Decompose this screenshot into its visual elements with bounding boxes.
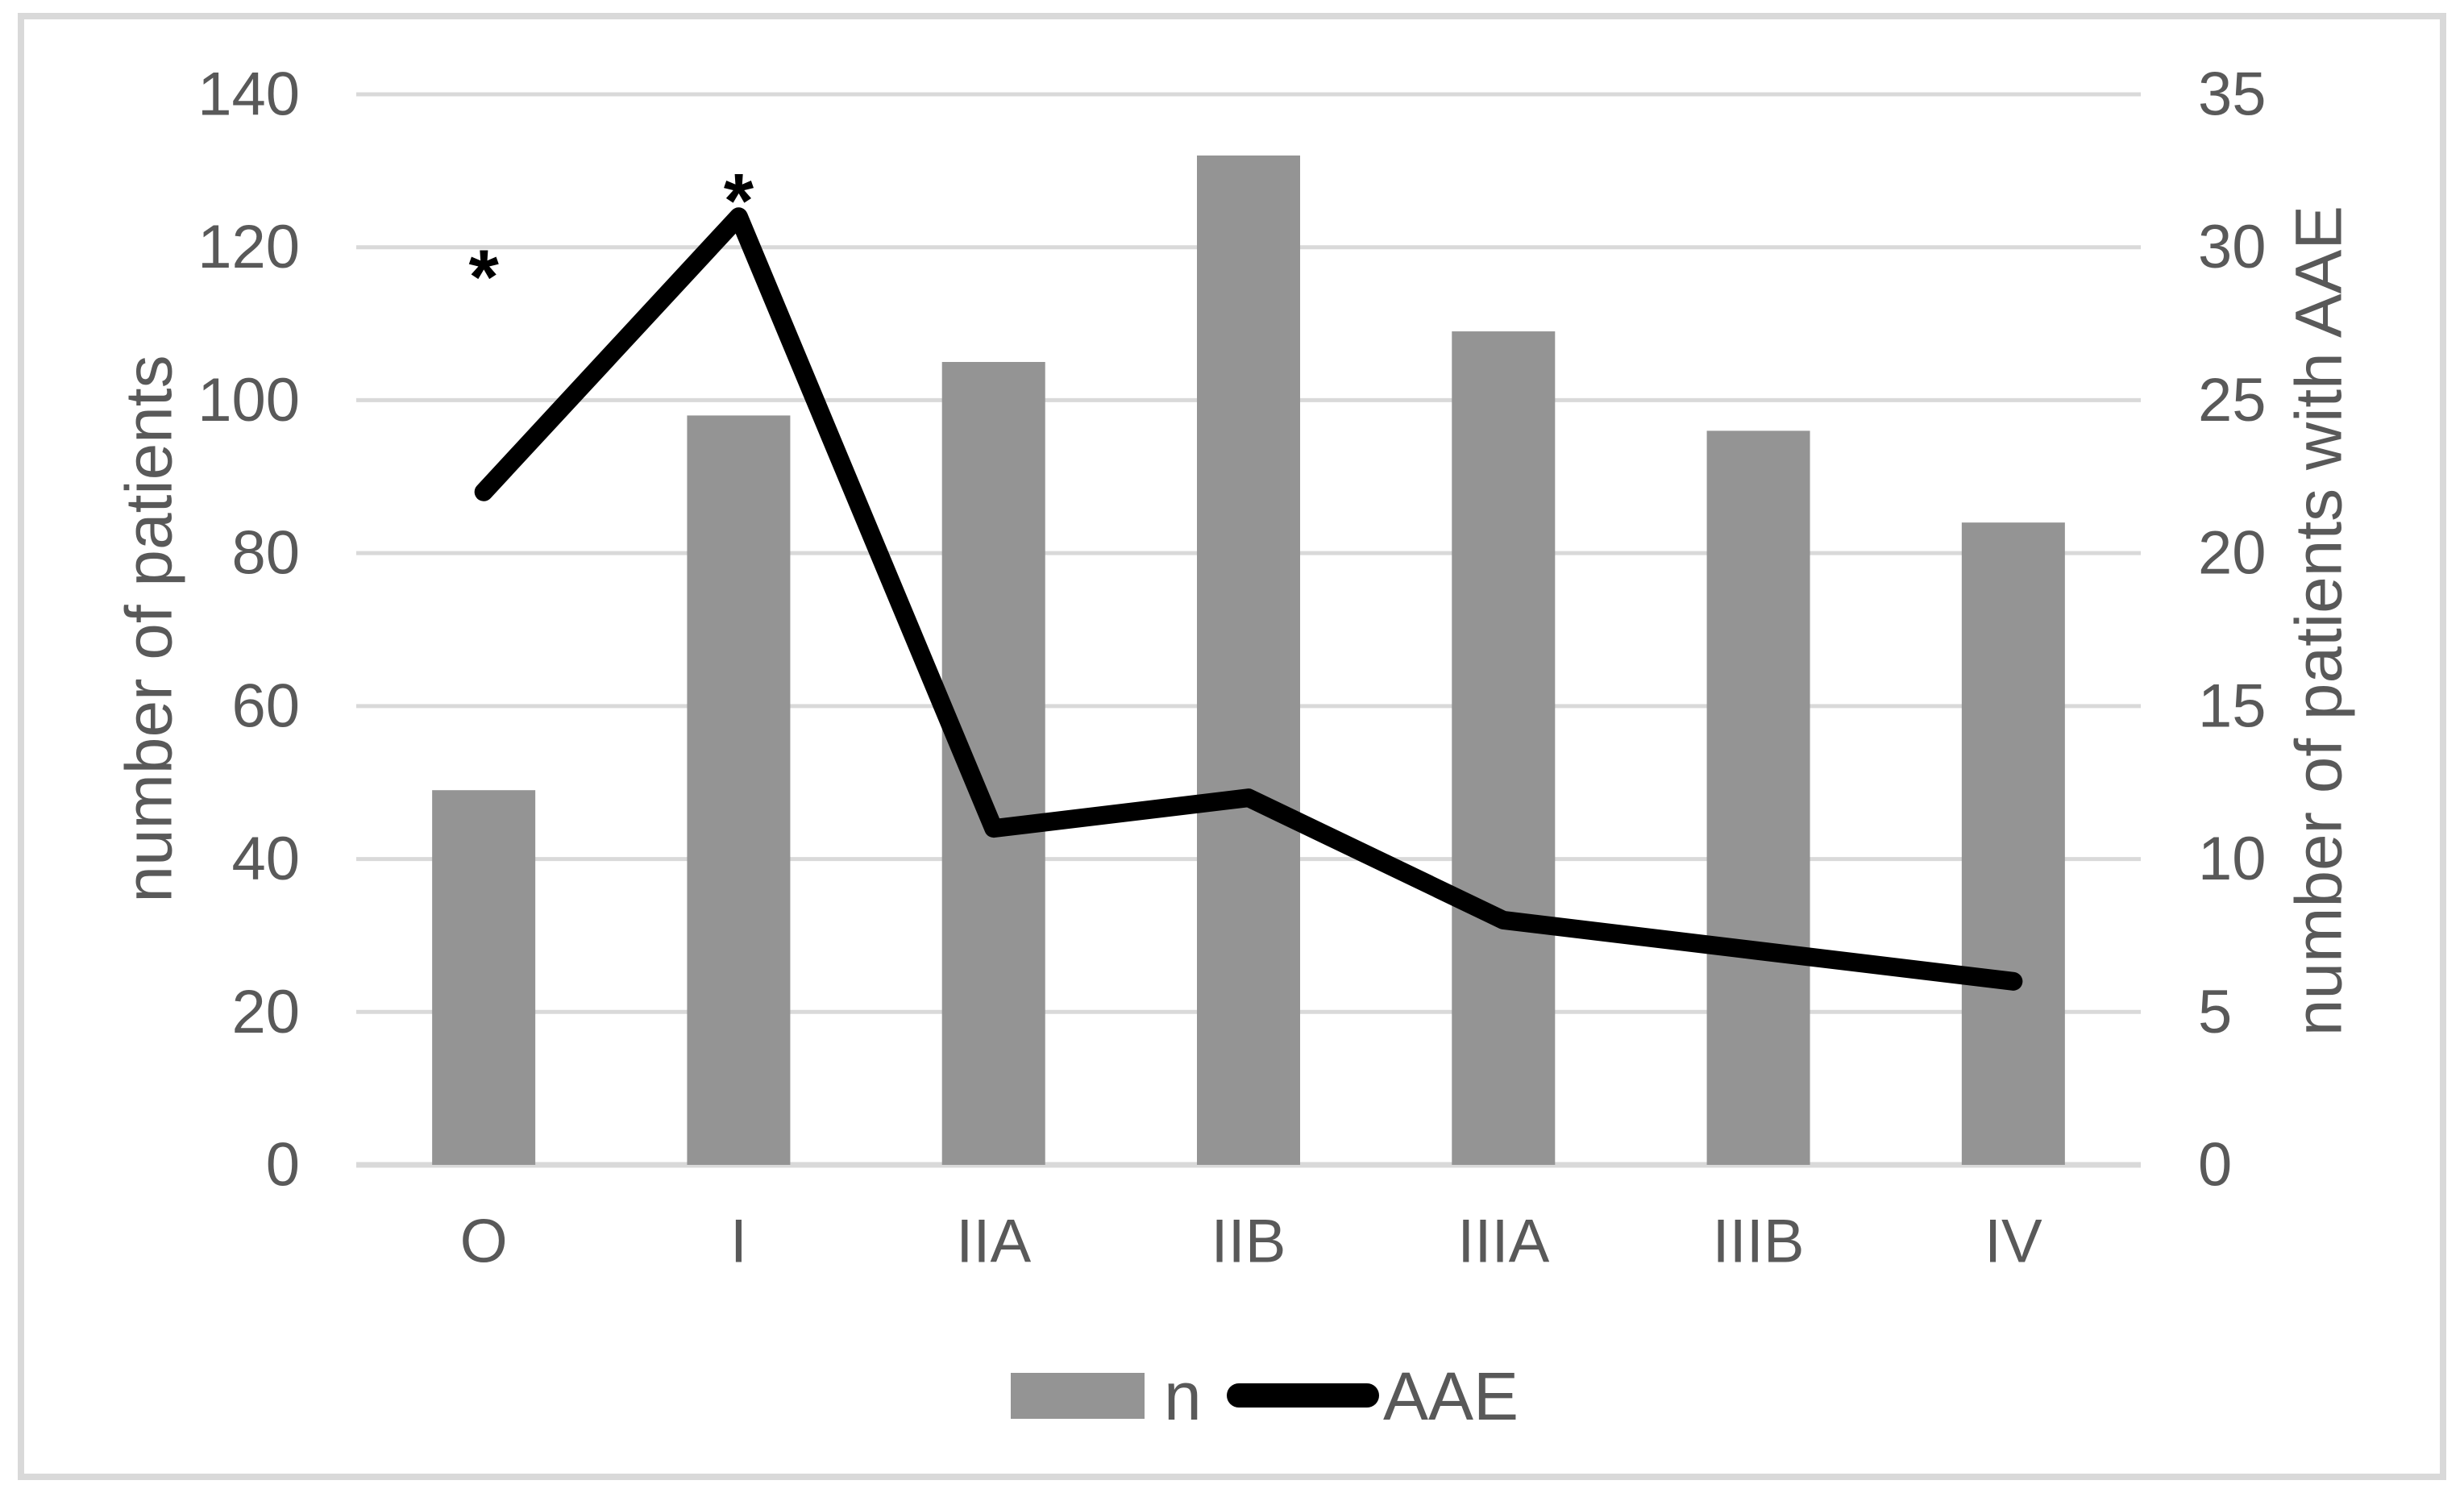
category-label-O: O (460, 1208, 508, 1276)
category-label-IV: IV (1984, 1208, 2042, 1276)
left-axis-tick-label: 80 (231, 519, 300, 588)
right-axis-tick-label: 10 (2198, 825, 2267, 893)
left-axis-tick-label: 120 (197, 213, 300, 281)
category-label-I: I (730, 1208, 747, 1276)
category-label-IIIB: IIIB (1713, 1208, 1805, 1276)
bar-IIB (1197, 155, 1300, 1165)
right-axis-tick-label: 5 (2198, 978, 2232, 1046)
category-label-IIA: IIA (956, 1208, 1031, 1276)
significance-asterisk: * (468, 235, 499, 321)
category-label-IIB: IIB (1211, 1208, 1286, 1276)
left-axis-tick-label: 100 (197, 366, 300, 435)
legend-label-n: n (1164, 1358, 1202, 1434)
left-axis-tick-label: 40 (231, 825, 300, 893)
right-axis-tick-label: 35 (2198, 60, 2267, 129)
right-axis-title: number of patients with AAE (2283, 206, 2356, 1036)
left-axis-tick-label: 0 (266, 1131, 300, 1200)
bar-O (432, 790, 536, 1165)
bar-I (687, 415, 791, 1165)
legend-swatch-n (1011, 1373, 1145, 1419)
left-axis-title: number of patients (113, 355, 186, 902)
bar-IV (1961, 522, 2065, 1165)
left-axis-tick-label: 20 (231, 978, 300, 1046)
left-axis-tick-label: 60 (231, 672, 300, 740)
right-axis-tick-label: 0 (2198, 1131, 2232, 1200)
figure-border (18, 13, 2446, 1480)
bar-IIIA (1452, 331, 1556, 1165)
category-label-IIIA: IIIA (1457, 1208, 1549, 1276)
significance-asterisk: * (724, 158, 754, 244)
left-axis-tick-label: 140 (197, 60, 300, 129)
aae-line (474, 207, 2023, 991)
right-axis-tick-label: 15 (2198, 672, 2267, 740)
right-axis-tick-label: 25 (2198, 366, 2267, 435)
legend-label-aae: AAE (1383, 1358, 1519, 1434)
right-axis-tick-label: 30 (2198, 213, 2267, 281)
right-axis-tick-label: 20 (2198, 519, 2267, 588)
bar-IIIB (1706, 430, 1810, 1165)
